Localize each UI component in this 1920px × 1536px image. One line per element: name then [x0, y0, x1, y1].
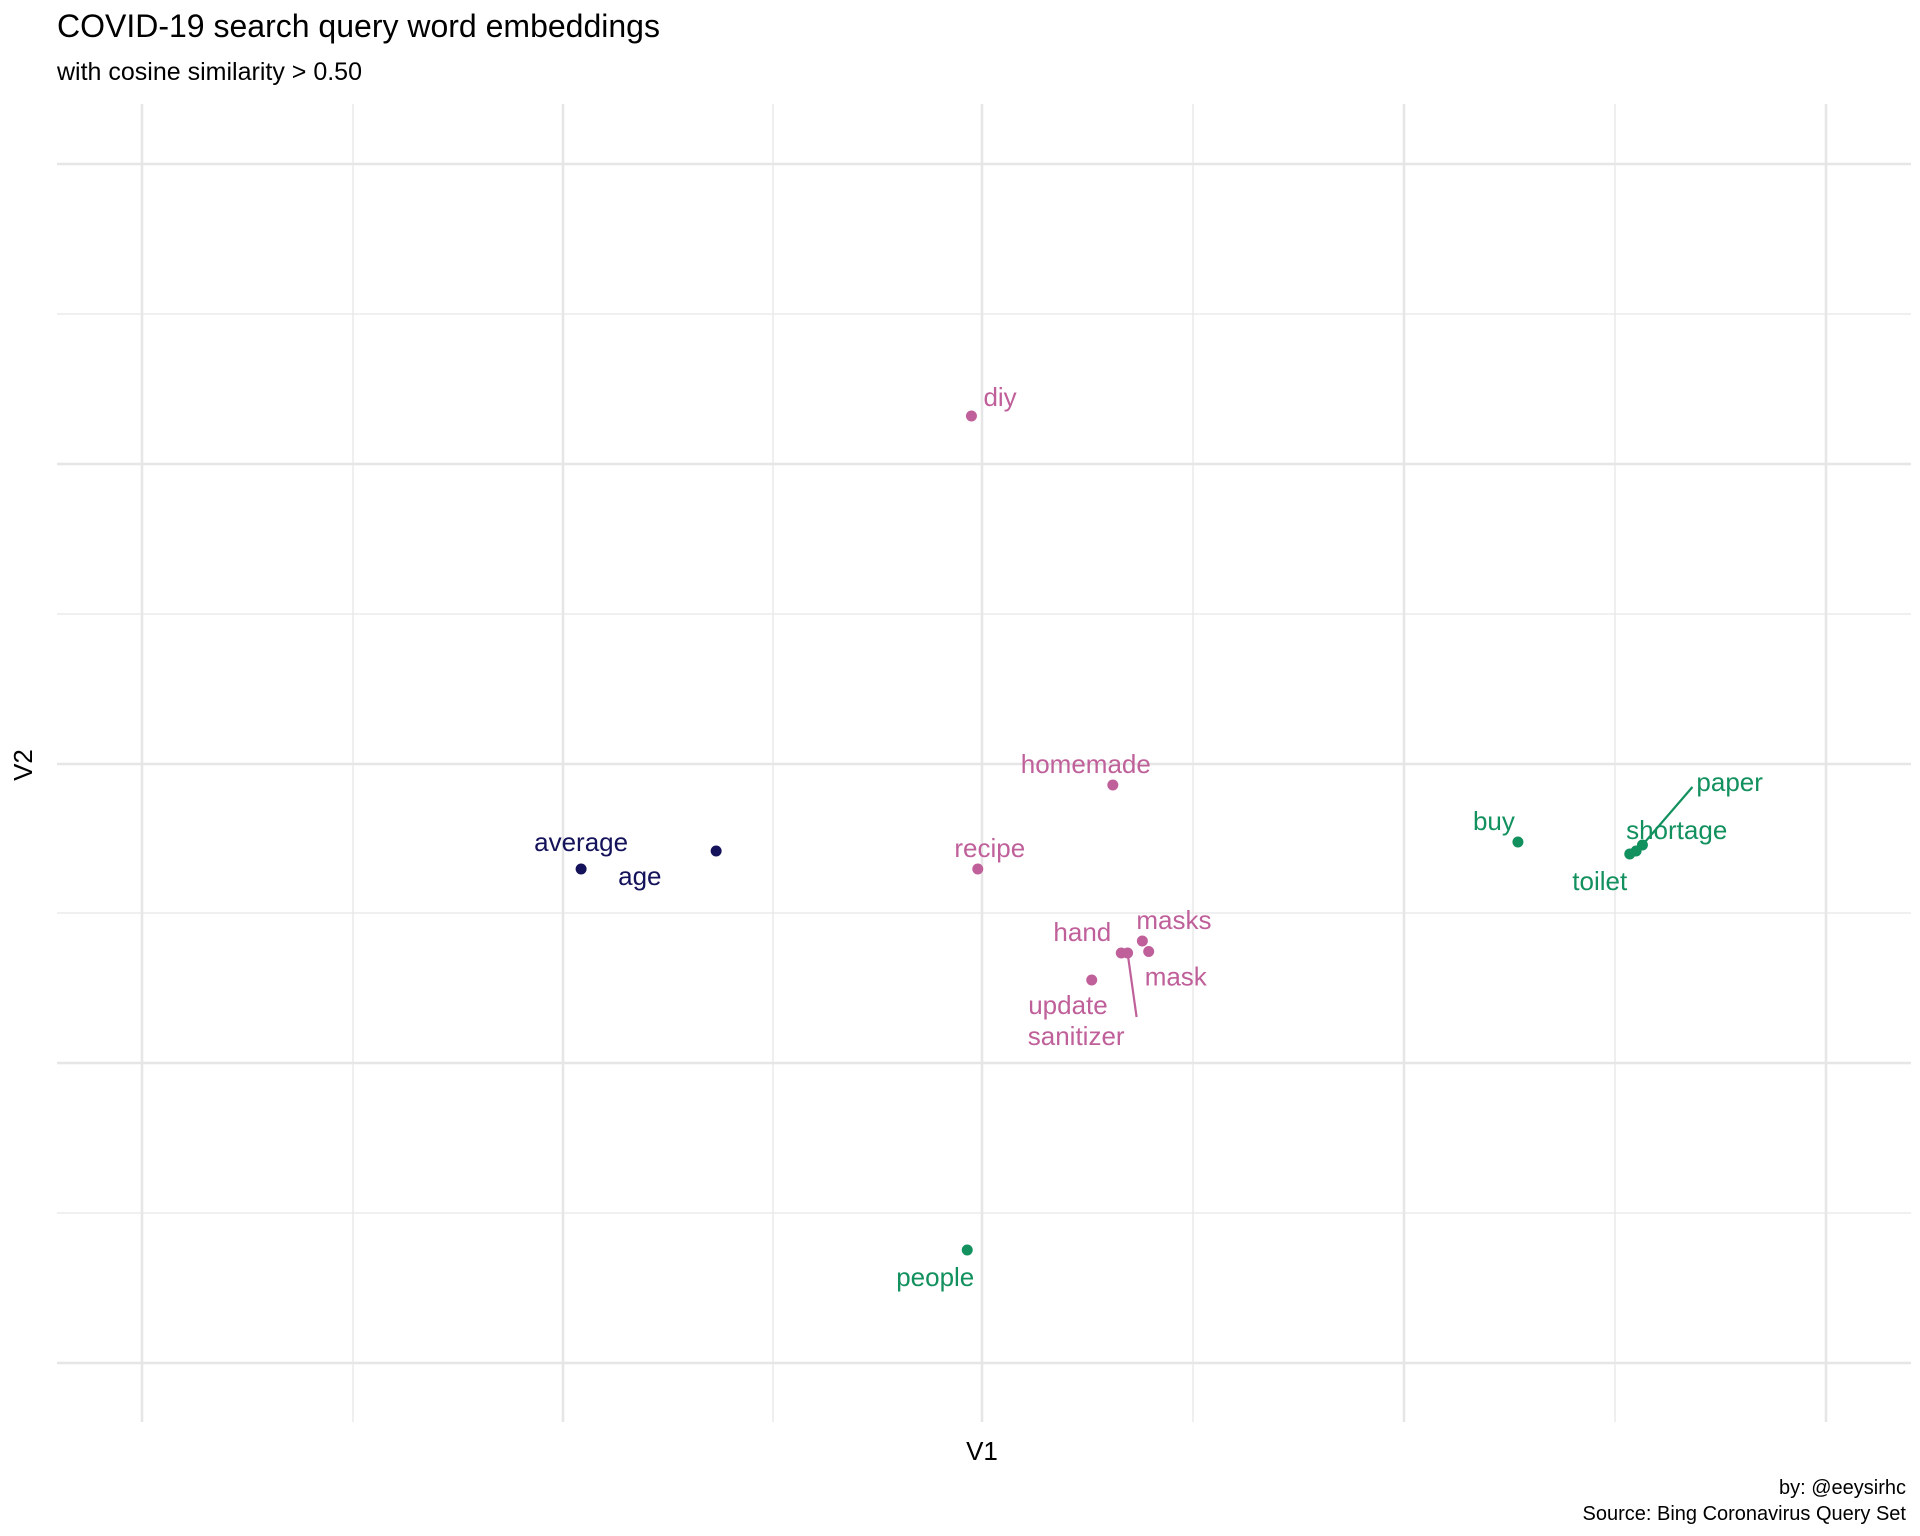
data-label: mask: [1145, 962, 1208, 992]
data-label: average: [534, 827, 628, 857]
data-label: age: [618, 861, 661, 891]
data-label: toilet: [1572, 866, 1628, 896]
data-point: [1143, 946, 1155, 957]
data-point: [575, 863, 587, 875]
data-label: homemade: [1021, 749, 1151, 779]
data-point: [1624, 848, 1636, 860]
data-point: [1122, 947, 1134, 959]
caption-author: by: @eeysirhc: [1778, 1477, 1906, 1499]
label-leader-lines: [1126, 786, 1694, 1018]
data-label: buy: [1473, 806, 1515, 836]
data-label: recipe: [954, 833, 1025, 863]
data-point: [961, 1244, 973, 1256]
data-point: [972, 863, 984, 875]
data-label: update: [1028, 990, 1108, 1020]
caption: by: @eeysirhc Source: Bing Coronavirus Q…: [1583, 1475, 1907, 1527]
leader-line: [1641, 786, 1694, 846]
data-point: [965, 410, 977, 422]
chart-title: COVID-19 search query word embeddings: [57, 8, 660, 44]
data-label: paper: [1696, 767, 1763, 797]
x-axis-title: V1: [966, 1436, 998, 1466]
chart-subtitle: with cosine similarity > 0.50: [57, 58, 362, 86]
grid-lines: [57, 104, 1911, 1422]
data-labels: average age diy homemade recipe hand masks mask…: [534, 382, 1763, 1292]
data-label: masks: [1136, 905, 1211, 935]
leader-line: [1126, 952, 1138, 1018]
data-point: [1136, 935, 1148, 947]
data-points: [575, 410, 1648, 1256]
data-label: diy: [983, 382, 1016, 412]
data-point: [710, 845, 722, 857]
data-point: [1512, 836, 1524, 848]
data-point: [1107, 779, 1119, 791]
data-label: people: [896, 1262, 974, 1292]
data-label: shortage: [1626, 815, 1727, 845]
caption-source: Source: Bing Coronavirus Query Set: [1582, 1503, 1907, 1525]
data-point: [1086, 974, 1098, 986]
y-axis-title: V2: [8, 749, 38, 781]
data-label: sanitizer: [1028, 1021, 1125, 1051]
data-label: hand: [1053, 917, 1111, 947]
